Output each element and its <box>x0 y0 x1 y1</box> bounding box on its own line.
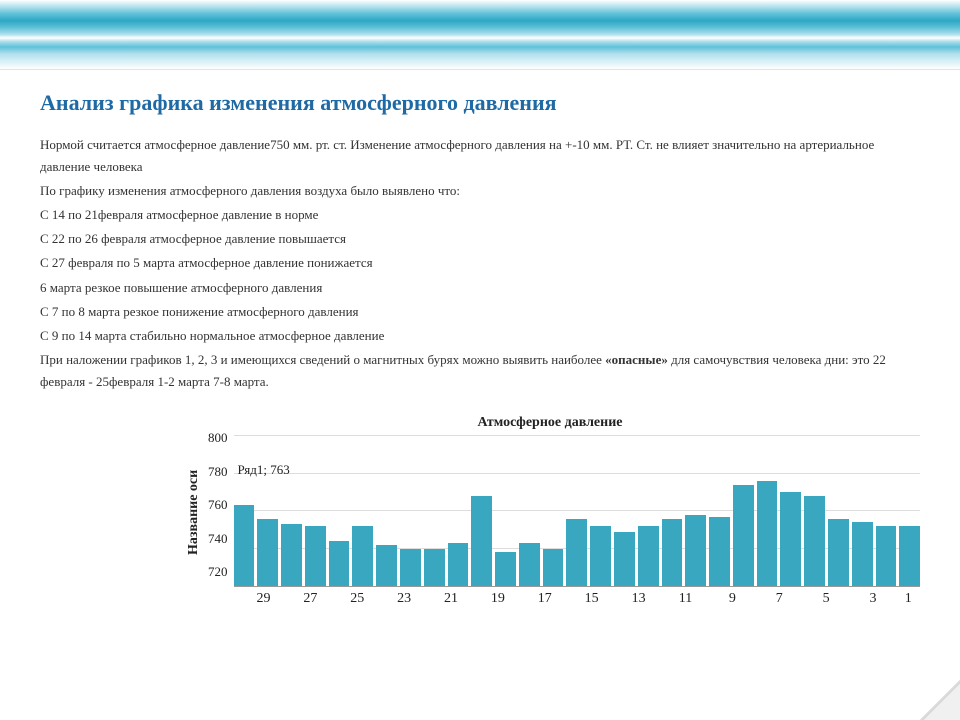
chart-bar <box>471 496 492 586</box>
x-tick-label: 1 <box>896 591 919 607</box>
chart-bar <box>424 549 445 587</box>
x-axis-ticks: 2927252321191715131197531 <box>180 587 920 607</box>
x-tick-label: 25 <box>334 591 381 607</box>
last-paragraph: При наложении графиков 1, 2, 3 и имеющих… <box>40 349 920 393</box>
chart-bar <box>400 549 421 587</box>
body-paragraph: С 7 по 8 марта резкое понижение атмосфер… <box>40 301 920 323</box>
chart-bar <box>257 519 278 587</box>
body-paragraph: С 14 по 21февраля атмосферное давление в… <box>40 204 920 226</box>
x-tick-label: 19 <box>474 591 521 607</box>
chart-bar <box>899 526 920 586</box>
x-axis-spacer <box>180 591 240 607</box>
body-paragraph: С 9 по 14 марта стабильно нормальное атм… <box>40 325 920 347</box>
chart-container: Атмосферное давление Название оси 800 780… <box>180 415 920 607</box>
chart-bar <box>281 524 302 586</box>
y-tick-label: 720 <box>208 564 228 580</box>
last-para-pre: При наложении графиков 1, 2, 3 и имеющих… <box>40 352 605 367</box>
body-paragraph: С 27 февраля по 5 марта атмосферное давл… <box>40 252 920 274</box>
y-tick-label: 800 <box>208 430 228 446</box>
body-paragraph: 6 марта резкое повышение атмосферного да… <box>40 277 920 299</box>
x-tick-label: 11 <box>662 591 709 607</box>
chart-bar <box>376 545 397 586</box>
chart-bar <box>448 543 469 586</box>
x-tick-label: 27 <box>287 591 334 607</box>
x-tick-label: 5 <box>803 591 850 607</box>
x-tick-label: 7 <box>756 591 803 607</box>
chart-bar <box>876 526 897 586</box>
chart-bar <box>804 496 825 586</box>
chart-bars <box>234 437 921 586</box>
page-title: Анализ графика изменения атмосферного да… <box>40 90 920 116</box>
chart-plot-area: Ряд1; 763 <box>234 437 921 587</box>
x-tick-label: 29 <box>240 591 287 607</box>
content-area: Анализ графика изменения атмосферного да… <box>0 70 960 405</box>
last-para-bold: «опасные» <box>605 352 668 367</box>
x-tick-label: 3 <box>850 591 897 607</box>
chart-bar <box>495 552 516 586</box>
chart-bar <box>852 522 873 586</box>
y-tick-label: 780 <box>208 464 228 480</box>
chart-bar <box>352 526 373 586</box>
chart-bar <box>519 543 540 586</box>
chart-title: Атмосферное давление <box>180 415 920 431</box>
y-tick-label: 740 <box>208 531 228 547</box>
chart-bar <box>733 485 754 586</box>
chart-bar <box>662 519 683 587</box>
y-axis-label: Название оси <box>180 437 208 587</box>
decorative-wave-banner <box>0 0 960 70</box>
chart-bar <box>685 515 706 586</box>
x-tick-label: 15 <box>568 591 615 607</box>
body-paragraph: С 22 по 26 февраля атмосферное давление … <box>40 228 920 250</box>
y-tick-label: 760 <box>208 497 228 513</box>
chart-bar <box>234 505 255 586</box>
chart-bar <box>828 519 849 587</box>
chart-bar <box>757 481 778 586</box>
x-tick-label: 23 <box>381 591 428 607</box>
x-tick-label: 13 <box>615 591 662 607</box>
chart-bar <box>590 526 611 586</box>
x-tick-label: 9 <box>709 591 756 607</box>
chart-plot-row: Название оси 800780760740720 Ряд1; 763 <box>180 437 920 587</box>
body-paragraphs: Нормой считается атмосферное давление750… <box>40 134 920 347</box>
chart-bar <box>638 526 659 586</box>
body-paragraph: По графику изменения атмосферного давлен… <box>40 180 920 202</box>
chart-bar <box>709 517 730 586</box>
chart-bar <box>780 492 801 586</box>
chart-bar <box>566 519 587 587</box>
x-tick-label: 21 <box>428 591 475 607</box>
x-tick-label: 17 <box>521 591 568 607</box>
page-corner-fold-icon <box>920 680 960 720</box>
chart-bar <box>543 549 564 587</box>
y-axis-ticks: 800780760740720 <box>208 437 234 587</box>
chart-bar <box>305 526 326 586</box>
chart-gridline <box>234 435 921 436</box>
body-paragraph: Нормой считается атмосферное давление750… <box>40 134 920 178</box>
chart-bar <box>329 541 350 586</box>
chart-bar <box>614 532 635 586</box>
